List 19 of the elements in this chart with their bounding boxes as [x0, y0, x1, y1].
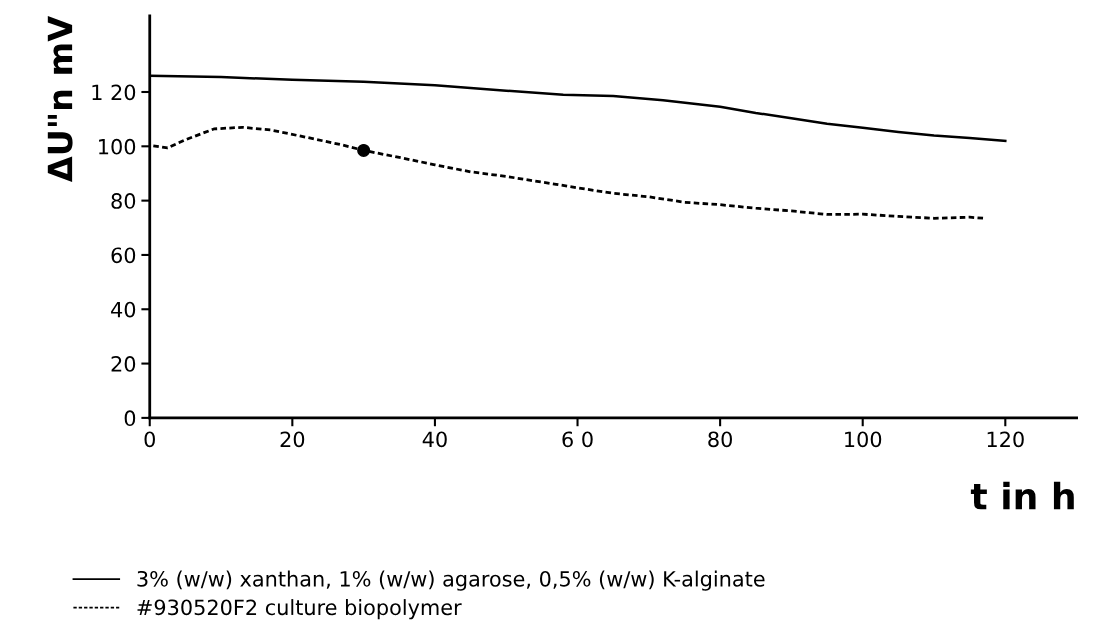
y-tick-label: 100 [99, 138, 136, 155]
line-series [151, 125, 986, 220]
y-tick-label: 0 [124, 410, 136, 427]
x-axis-title: t in h [970, 481, 1074, 510]
x-tick-label: 100 [845, 431, 882, 448]
legend-label: 3% (w/w) xanthan, 1% (w/w) agarose, 0,5% (w/w) K-alginate [137, 570, 765, 591]
y-tick-label: 1 20 [92, 84, 136, 101]
y-tick-label: 80 [111, 193, 136, 209]
x-tick-label: 20 [280, 431, 305, 448]
x-tick-label: 120 [987, 431, 1024, 448]
x-tick-label: 80 [708, 431, 732, 448]
y-tick-label: 40 [111, 301, 136, 318]
legend-label: #930520F2 culture biopolymer [137, 599, 462, 620]
x-tick-label: 0 [144, 431, 155, 448]
y-tick-label: 60 [111, 247, 136, 264]
y-tick-label: 20 [111, 356, 136, 372]
x-tick-label: 6 0 [562, 431, 593, 448]
y-axis-title: ΔU"n mV [47, 16, 73, 182]
x-tick-label: 40 [422, 431, 447, 448]
